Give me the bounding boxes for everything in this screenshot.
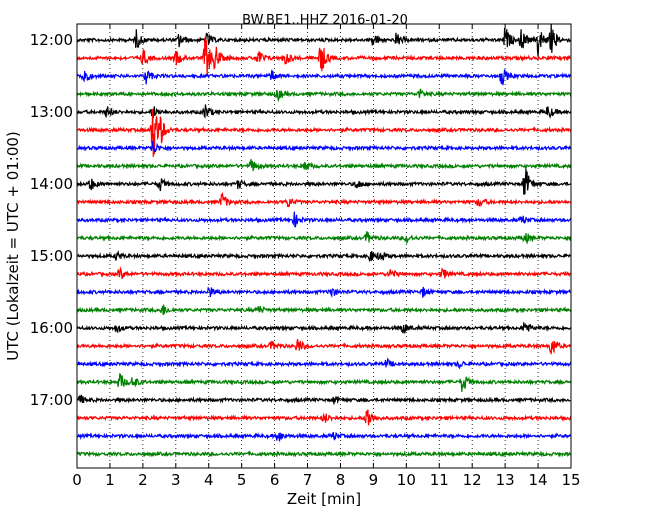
- y-tick-label: 14:00: [30, 175, 73, 193]
- y-tick-label: 17:00: [30, 391, 73, 409]
- y-tick-label: 13:00: [30, 103, 73, 121]
- seismic-trace: [76, 249, 572, 263]
- seismic-trace: [76, 140, 572, 153]
- chart-title: BW.BE1..HHZ 2016-01-20: [242, 13, 408, 28]
- seismic-trace: [76, 286, 572, 298]
- grid-lines: [109, 24, 539, 468]
- x-tick-label: 8: [336, 471, 346, 489]
- seismic-trace: [76, 108, 572, 158]
- seismic-trace: [76, 37, 572, 76]
- x-tick-label: 4: [204, 471, 214, 489]
- seismic-trace: [76, 304, 572, 316]
- y-tick-label: 16:00: [30, 319, 73, 337]
- x-axis: 0 1 2 3 4 5 6 7 8 9 10 11 12 13 14 15: [72, 24, 581, 489]
- seismic-trace: [76, 266, 571, 280]
- x-tick-label: 7: [303, 471, 313, 489]
- x-tick-label: 5: [237, 471, 247, 489]
- x-tick-label: 1: [105, 471, 115, 489]
- seismic-trace: [76, 322, 572, 334]
- seismic-trace: [76, 373, 572, 392]
- x-tick-label: 6: [270, 471, 280, 489]
- x-tick-label: 10: [397, 471, 416, 489]
- y-axis-label: UTC (Lokalzeit = UTC + 01:00): [4, 131, 22, 361]
- x-tick-label: 0: [72, 471, 82, 489]
- plot-frame: [76, 23, 572, 469]
- y-tick-label: 12:00: [30, 31, 73, 49]
- x-axis-label: Zeit [min]: [287, 490, 361, 508]
- x-tick-label: 12: [463, 471, 482, 489]
- seismic-trace: [76, 88, 572, 103]
- seismic-trace: [76, 231, 572, 245]
- seismic-trace: [76, 191, 572, 208]
- seismic-trace: [76, 69, 572, 86]
- seismic-trace: [76, 431, 572, 442]
- seismic-trace: [76, 104, 572, 121]
- x-tick-label: 3: [171, 471, 181, 489]
- seismic-trace: [76, 450, 572, 458]
- x-tick-label: 15: [561, 471, 580, 489]
- x-tick-label: 2: [138, 471, 148, 489]
- seismic-trace: [76, 394, 572, 405]
- seismic-trace: [76, 23, 572, 57]
- y-axis: 12:00 13:00 14:00 15:00 16:00 17:00: [30, 31, 82, 409]
- y-tick-label: 15:00: [30, 247, 73, 265]
- x-tick-label: 14: [529, 471, 548, 489]
- trace-group: [76, 23, 572, 458]
- seismic-trace: [76, 409, 572, 426]
- x-tick-label: 13: [496, 471, 515, 489]
- seismic-trace: [76, 211, 572, 228]
- x-tick-label: 9: [369, 471, 379, 489]
- seismic-trace: [76, 168, 572, 195]
- seismic-trace: [76, 338, 572, 355]
- seismic-trace: [76, 357, 572, 370]
- seismic-trace: [76, 159, 572, 172]
- x-tick-label: 11: [430, 471, 449, 489]
